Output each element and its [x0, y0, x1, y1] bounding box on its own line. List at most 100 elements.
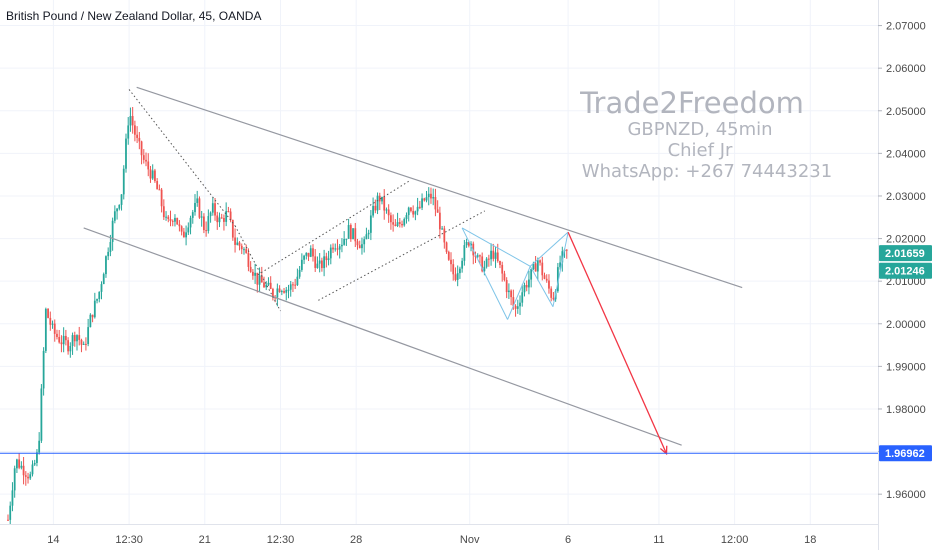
candle-body — [231, 219, 234, 238]
inner-channel-upper-line[interactable] — [257, 180, 410, 276]
candle-body — [548, 280, 550, 289]
candle-body — [100, 284, 103, 292]
candle — [256, 272, 259, 293]
candle-body — [9, 505, 12, 520]
candle-body — [436, 209, 439, 213]
candle — [96, 298, 98, 304]
candle — [42, 347, 45, 396]
price-tick-label: 2.05000 — [886, 106, 926, 118]
candle-body — [494, 252, 497, 259]
candle-body — [550, 288, 553, 298]
candle — [40, 384, 43, 443]
zigzag-dotted-line[interactable] — [128, 89, 236, 227]
candle-body — [276, 288, 279, 298]
harmonic-pattern-leg[interactable] — [552, 232, 569, 307]
candle-body — [425, 197, 428, 201]
candle-body — [503, 273, 506, 280]
target-arrow-line[interactable] — [567, 231, 668, 454]
candle — [479, 254, 481, 265]
candle — [196, 190, 199, 207]
candle-body — [561, 251, 564, 263]
candle-body — [378, 195, 381, 202]
harmonic-pattern-leg[interactable] — [529, 231, 569, 267]
candle — [147, 153, 150, 177]
candle — [447, 250, 450, 261]
candle — [530, 268, 533, 288]
upper-channel-line[interactable] — [136, 86, 743, 289]
candle-body — [474, 255, 477, 257]
candle-body — [447, 251, 450, 260]
lower-channel-line[interactable] — [83, 227, 682, 446]
price-tick-label: 2.01000 — [886, 276, 926, 288]
candle-body — [479, 255, 481, 257]
candle — [316, 256, 319, 269]
candle-body — [256, 272, 259, 285]
candle-body — [245, 249, 248, 253]
candle-body — [483, 266, 486, 272]
candle-body — [307, 252, 310, 257]
candle-body — [243, 249, 245, 251]
candle-body — [280, 291, 283, 293]
candle — [432, 188, 435, 206]
watermark-title: Trade2Freedom — [579, 86, 804, 120]
candle — [136, 126, 139, 144]
price-tick-label: 2.07000 — [886, 21, 926, 33]
candle-body — [387, 209, 390, 216]
candle — [209, 211, 212, 223]
candle-body — [16, 459, 18, 469]
candle — [216, 211, 219, 230]
candle-body — [136, 134, 139, 138]
candle — [369, 210, 372, 241]
candle — [405, 212, 408, 224]
candle-body — [405, 215, 408, 220]
candle-body — [82, 343, 85, 345]
candle-body — [445, 242, 448, 252]
candle — [20, 461, 23, 470]
candle-body — [514, 305, 517, 309]
candle-body — [196, 198, 199, 203]
candle-body — [73, 335, 76, 342]
candle — [16, 458, 18, 474]
candle — [127, 117, 130, 145]
time-axis[interactable]: 14 12:30 21 12:30 28 Nov 6 11 12:00 18 — [0, 524, 878, 550]
candle — [412, 205, 415, 218]
candle — [169, 210, 172, 227]
candle-body — [314, 256, 317, 268]
harmonic-pattern-leg[interactable] — [529, 266, 554, 307]
candle-body — [556, 267, 559, 292]
candle-body — [145, 159, 147, 162]
candle-body — [78, 335, 81, 340]
candle — [182, 227, 185, 238]
candle — [82, 341, 85, 345]
candle — [278, 285, 281, 293]
harmonic-pattern-leg[interactable] — [461, 227, 531, 267]
candle — [91, 314, 94, 323]
candle — [78, 326, 81, 346]
candle — [303, 254, 305, 265]
candle — [307, 252, 310, 262]
candle — [187, 222, 190, 235]
candle — [452, 259, 455, 281]
price-axis[interactable]: 2.07000 2.06000 2.05000 2.04000 2.03000 2.020… — [878, 0, 932, 550]
candle — [100, 281, 103, 300]
time-tick-label: 12:30 — [267, 534, 295, 546]
candle — [229, 208, 232, 223]
candle-body — [298, 269, 301, 277]
harmonic-pattern-leg[interactable] — [507, 266, 531, 320]
candle — [414, 210, 417, 221]
candle — [550, 286, 553, 302]
candle — [11, 482, 14, 512]
candle — [559, 255, 561, 270]
zigzag-dotted-line[interactable] — [234, 225, 281, 312]
candle — [223, 214, 225, 231]
candle — [332, 243, 334, 253]
candle-body — [236, 242, 239, 245]
candle-body — [501, 264, 504, 274]
drawing-tools[interactable] — [0, 86, 878, 456]
candle — [374, 199, 377, 214]
candle — [334, 243, 337, 252]
harmonic-pattern-leg[interactable] — [461, 227, 508, 320]
candle-body — [53, 323, 56, 334]
candle-body — [27, 476, 29, 479]
